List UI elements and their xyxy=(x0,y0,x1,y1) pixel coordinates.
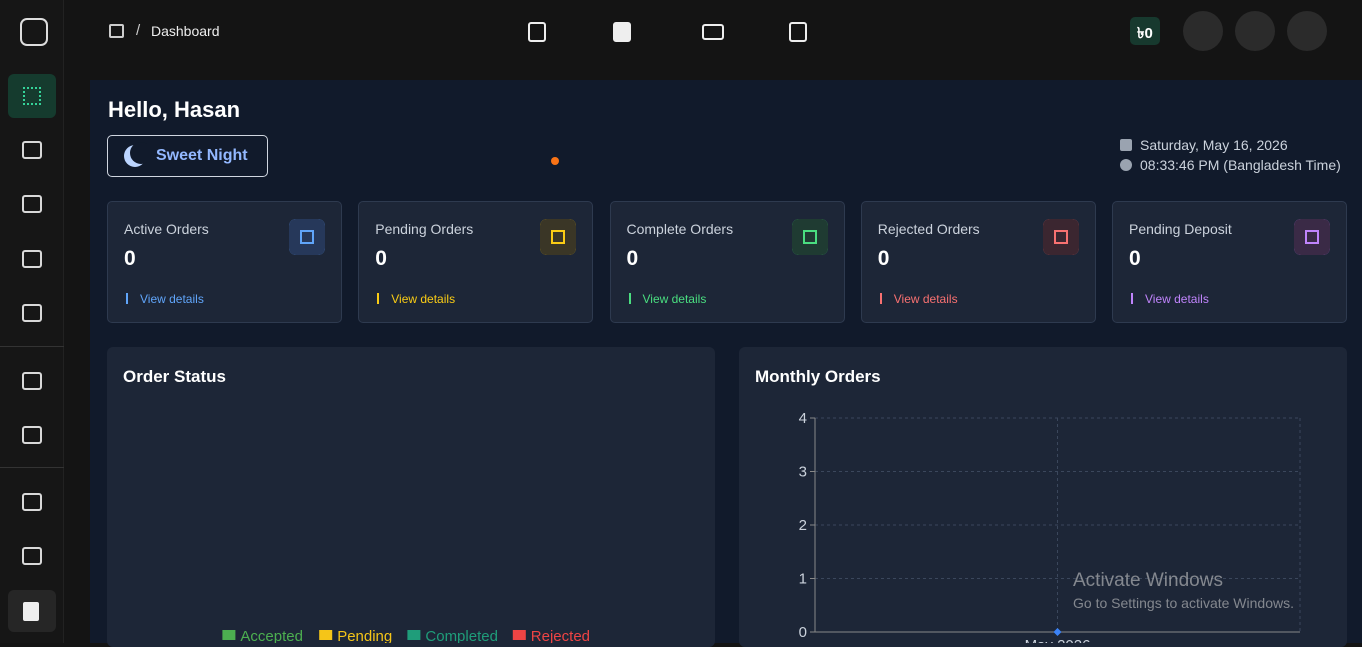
mode-button[interactable]: Sweet Night xyxy=(107,135,268,177)
y-tick-label: 0 xyxy=(799,624,807,641)
arrow-icon xyxy=(1131,293,1133,304)
notifications-button[interactable] xyxy=(1235,11,1275,51)
sidebar xyxy=(0,0,64,643)
stat-card: Pending Orders 0 View details xyxy=(358,201,594,323)
payment-shortcut[interactable] xyxy=(702,24,724,40)
stat-icon xyxy=(791,219,828,255)
legend-label: Rejected xyxy=(531,628,590,643)
stat-card: Complete Orders 0 View details xyxy=(609,201,845,323)
nav-messages[interactable] xyxy=(22,141,42,159)
x-tick-label: May 2026 xyxy=(1025,637,1091,643)
nav-dashboard[interactable] xyxy=(8,74,56,118)
stat-value: 0 xyxy=(375,247,387,270)
y-tick-label: 3 xyxy=(799,464,807,481)
view-details-link[interactable]: View details xyxy=(627,292,706,306)
y-tick-label: 4 xyxy=(799,410,807,427)
watermark-subtitle: Go to Settings to activate Windows. xyxy=(1073,595,1294,611)
nav-payments[interactable] xyxy=(22,250,42,268)
nav-invoices[interactable] xyxy=(22,493,42,511)
legend-swatch xyxy=(222,630,236,640)
stat-value: 0 xyxy=(1129,247,1141,270)
view-details-link[interactable]: View details xyxy=(375,292,455,306)
profile-button[interactable] xyxy=(1287,11,1327,51)
order-status-chart: Accepted Pending Completed Rejected xyxy=(222,628,590,643)
date: Saturday, May 16, 2026 xyxy=(1140,137,1288,153)
calendar-icon xyxy=(1120,139,1132,151)
y-tick-label: 2 xyxy=(799,517,807,534)
stat-value: 0 xyxy=(877,247,890,270)
legend-swatch xyxy=(512,630,526,640)
orders-shortcut[interactable] xyxy=(528,22,546,42)
y-tick-label: 1 xyxy=(799,571,807,588)
stat-label: Pending Orders xyxy=(375,221,474,237)
mode-label: Sweet Night xyxy=(156,147,248,164)
stat-card: Rejected Orders 0 View details xyxy=(860,201,1096,323)
data-point xyxy=(1053,628,1062,636)
status-dot xyxy=(551,157,559,165)
order-status-panel: Order Status Accepted Pending Completed Rej… xyxy=(107,347,715,647)
watermark-title: Activate Windows xyxy=(1073,570,1223,591)
arrow-icon xyxy=(628,293,631,304)
stat-icon xyxy=(289,219,325,255)
legend-label: Completed xyxy=(425,628,498,643)
nav-cards[interactable] xyxy=(22,426,42,444)
nav-add-file[interactable] xyxy=(8,590,56,632)
nav-calculator[interactable] xyxy=(22,547,42,565)
stat-icon xyxy=(1042,219,1079,255)
legend-label: Pending xyxy=(337,628,392,643)
stat-icon xyxy=(1294,219,1330,255)
stat-label: Complete Orders xyxy=(626,221,734,237)
legend-swatch xyxy=(319,630,333,640)
logo[interactable] xyxy=(20,18,48,46)
monthly-orders-chart: 0 1 2 3 4 May 2026 xyxy=(799,410,1301,643)
panel-title: Monthly Orders xyxy=(755,367,881,386)
stat-value: 0 xyxy=(626,247,639,270)
stat-label: Rejected Orders xyxy=(877,221,980,237)
greeting: Hello, Hasan xyxy=(108,97,241,122)
view-details-link[interactable]: View details xyxy=(878,292,958,306)
arrow-icon xyxy=(377,293,380,304)
clock-icon xyxy=(1120,159,1132,171)
chat-button[interactable] xyxy=(1183,11,1223,51)
breadcrumb[interactable]: Dashboard xyxy=(151,23,220,39)
nav-reports[interactable] xyxy=(22,372,42,390)
monthly-orders-panel: Monthly Orders 0 1 2 3 4 May 2026 xyxy=(739,347,1347,647)
legend-label: Accepted xyxy=(240,628,303,643)
stat-card: Pending Deposit 0 View details xyxy=(1112,201,1347,323)
stat-card: Active Orders 0 View details xyxy=(107,201,342,323)
stat-label: Active Orders xyxy=(124,221,209,237)
separator: / xyxy=(136,22,141,39)
invoice-shortcut[interactable] xyxy=(789,22,807,42)
stat-value: 0 xyxy=(124,247,136,270)
home-icon[interactable] xyxy=(109,24,124,38)
stat-icon xyxy=(540,219,577,255)
view-details-link[interactable]: View details xyxy=(1129,292,1209,306)
nav-store[interactable] xyxy=(22,304,42,322)
nav-orders[interactable] xyxy=(22,195,42,213)
panel-title: Order Status xyxy=(123,367,226,386)
new-file-shortcut[interactable] xyxy=(613,22,631,42)
legend-swatch xyxy=(407,630,421,640)
view-details-link[interactable]: View details xyxy=(124,292,204,306)
topbar: / Dashboard ৳0 xyxy=(64,0,1362,80)
arrow-icon xyxy=(879,293,882,304)
time: 08:33:46 PM (Bangladesh Time) xyxy=(1140,157,1341,173)
balance[interactable]: ৳0 xyxy=(1130,17,1160,45)
arrow-icon xyxy=(126,293,128,304)
stat-label: Pending Deposit xyxy=(1129,221,1232,237)
